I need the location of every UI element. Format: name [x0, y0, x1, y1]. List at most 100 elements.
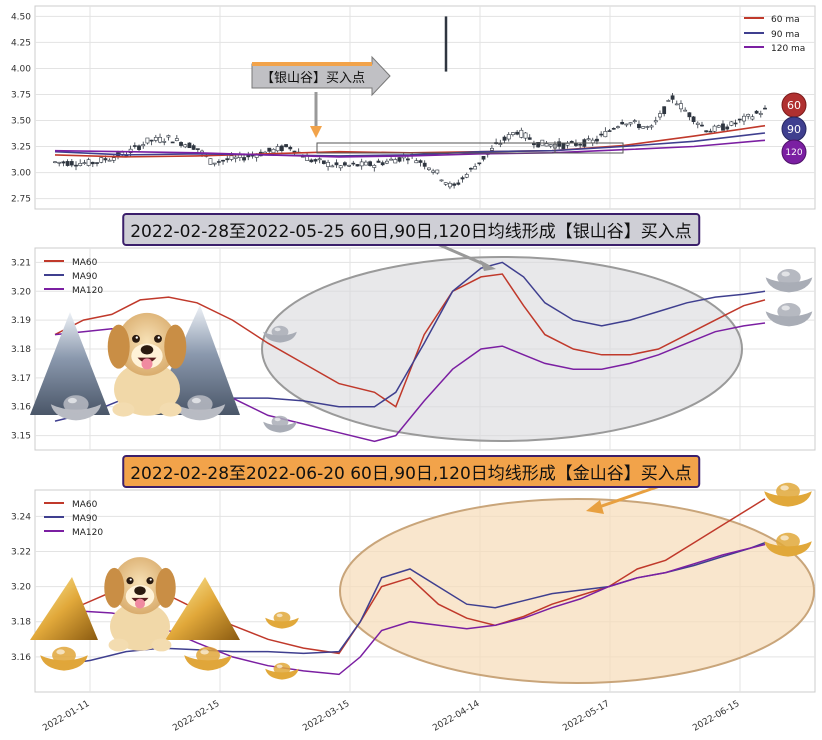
p2-y-tick-0: 3.15 — [11, 432, 31, 442]
candle-body-79 — [384, 160, 389, 164]
x-tick-0: 2022-01-11 — [41, 699, 91, 734]
candle-body-10 — [95, 162, 99, 164]
candle-body-130 — [599, 133, 604, 136]
candle-body-91 — [435, 169, 440, 174]
candle-body-77 — [376, 160, 381, 163]
candle-body-111 — [519, 129, 524, 138]
candle-body-169 — [763, 107, 767, 110]
candle-body-151 — [687, 112, 692, 118]
p1-legend-120: 120 ma — [771, 44, 805, 54]
p1-y-ticks: 2.75 3.00 3.25 3.50 3.75 4.00 4.25 4.50 — [11, 12, 31, 204]
p1-y-tick-5: 4.00 — [11, 64, 31, 74]
ma-badges: 60 90 120 — [781, 92, 807, 165]
candle-body-65 — [326, 161, 330, 167]
p1-legend: 60 ma 90 ma 120 ma — [744, 15, 805, 54]
candle-body-40 — [221, 159, 225, 162]
candle-body-122 — [565, 143, 570, 146]
candle-body-166 — [750, 116, 755, 120]
silver-zone-box-right — [554, 142, 624, 154]
p1-y-tick-6: 4.25 — [11, 38, 31, 48]
candle-body-41 — [225, 158, 230, 161]
candle-body-94 — [448, 182, 452, 188]
candle-body-156 — [708, 130, 713, 133]
candle-body-97 — [460, 177, 465, 180]
candle-body-81 — [393, 159, 398, 164]
annotation-arrow-top — [252, 62, 372, 66]
candle-body-55 — [284, 144, 288, 148]
p1-legend-90: 90 ma — [771, 30, 800, 40]
annotation-label: 【银山谷】买入点 — [261, 71, 365, 86]
candle-body-98 — [464, 174, 469, 178]
candle-body-27 — [166, 135, 171, 138]
p2-y-tick-2: 3.17 — [11, 374, 31, 384]
candle-body-76 — [372, 165, 377, 168]
badge-120-label: 120 — [785, 148, 802, 158]
candle-body-37 — [208, 158, 213, 165]
candle-body-63 — [317, 158, 322, 161]
p2-legend-ma90: MA90 — [72, 272, 98, 282]
candle-body-5 — [74, 164, 78, 167]
candle-body-108 — [506, 134, 511, 140]
candle-body-25 — [158, 137, 162, 143]
candle-body-74 — [363, 161, 368, 166]
silver-pointer-arrow — [434, 241, 489, 268]
candle-body-33 — [191, 145, 196, 150]
candle-body-39 — [216, 161, 221, 163]
candle-body-95 — [452, 183, 457, 186]
p1-grid — [35, 6, 815, 209]
candle-body-30 — [179, 142, 183, 146]
p3-legend-ma90: MA90 — [72, 514, 98, 524]
p3-legend: MA60 MA90 MA120 — [44, 500, 103, 538]
candle-body-113 — [527, 137, 532, 140]
x-tick-1: 2022-02-15 — [171, 699, 221, 734]
candle-body-153 — [695, 122, 700, 125]
candle-body-161 — [729, 121, 734, 126]
candle-body-53 — [275, 146, 280, 152]
panel-2: 3.15 3.16 3.17 3.18 3.19 3.20 3.21 MA60 MA90 M… — [11, 241, 816, 451]
p1-legend-60: 60 ma — [771, 15, 800, 25]
candle-body-51 — [267, 147, 272, 152]
candle-body-162 — [733, 122, 738, 125]
candle-body-138 — [632, 120, 637, 122]
x-tick-4: 2022-05-17 — [561, 699, 611, 734]
candle-body-144 — [658, 113, 662, 118]
candle-body-152 — [691, 116, 696, 122]
candle-body-0 — [53, 161, 57, 164]
candle-body-125 — [578, 143, 583, 146]
candle-body-12 — [103, 158, 108, 161]
candle-body-142 — [649, 125, 654, 128]
candle-body-123 — [569, 140, 574, 143]
candle-body-68 — [338, 165, 343, 169]
panel-3: 3.16 3.18 3.20 3.22 3.24 2022-01-11 2022-02-1… — [11, 482, 816, 734]
candle-body-137 — [628, 122, 633, 125]
candle-body-168 — [758, 113, 763, 115]
candle-body-54 — [279, 145, 284, 151]
p2-y-tick-4: 3.19 — [11, 316, 31, 326]
candle-body-26 — [162, 141, 167, 143]
candle-body-62 — [313, 159, 318, 162]
candle-body-159 — [721, 123, 725, 131]
candle-body-70 — [347, 164, 351, 167]
p1-y-tick-4: 3.75 — [11, 90, 31, 100]
candle-body-32 — [187, 142, 192, 149]
annotation-pointer-head — [310, 126, 322, 138]
candle-body-164 — [742, 115, 746, 122]
candle-body-1 — [57, 161, 62, 164]
candle-body-128 — [590, 139, 595, 144]
p2-legend-ma120: MA120 — [72, 286, 103, 296]
candle-body-133 — [611, 128, 616, 130]
candle-body-56 — [288, 146, 293, 150]
candle-body-31 — [183, 144, 188, 148]
silver-valley-ellipse — [261, 256, 743, 442]
silver-pointer-head — [480, 260, 496, 271]
p3-legend-ma120: MA120 — [72, 528, 103, 538]
candle-body-145 — [662, 106, 667, 115]
candle-body-114 — [532, 143, 536, 146]
candle-body-129 — [595, 138, 599, 142]
candle-body-6 — [78, 162, 83, 166]
candle-body-139 — [637, 123, 641, 129]
candle-body-165 — [746, 114, 751, 117]
gold-pyramid-decoration — [30, 557, 240, 671]
p1-series-120-ma — [54, 139, 766, 158]
p3-y-tick-3: 3.22 — [11, 547, 31, 557]
